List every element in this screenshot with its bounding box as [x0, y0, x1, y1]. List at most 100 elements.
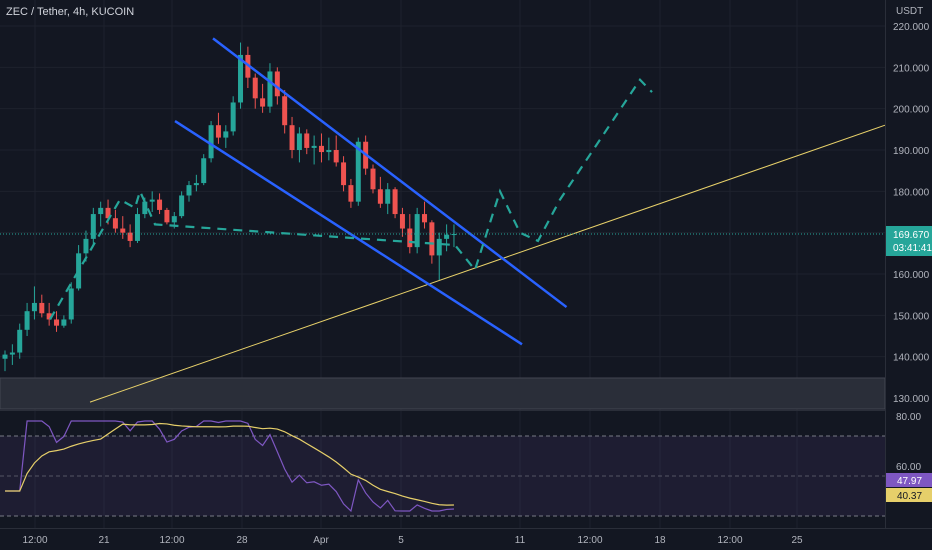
candle-body: [68, 288, 74, 320]
price-tick-label: 220.000: [893, 22, 930, 33]
candle-body: [149, 199, 155, 202]
candle-body: [326, 150, 332, 153]
rsi-value-tag: [886, 473, 932, 487]
candle-body: [422, 214, 428, 223]
candle-body: [230, 102, 236, 132]
rsi-ma-value: 40.37: [897, 491, 922, 502]
candle-body: [127, 232, 133, 241]
candle-body: [215, 125, 221, 138]
price-axis[interactable]: [885, 0, 932, 528]
candle-body: [24, 311, 30, 330]
price-tick-label: 210.000: [893, 63, 930, 74]
candle-body: [134, 214, 140, 241]
projected-path[interactable]: [49, 77, 653, 321]
rsi-value: 47.97: [897, 476, 922, 487]
candle-body: [61, 319, 67, 326]
candle-body: [17, 329, 23, 353]
candle-body: [296, 133, 302, 150]
last-price-tag: [886, 226, 932, 256]
time-label: Apr: [313, 535, 329, 546]
candle-body: [90, 214, 96, 239]
candle-body: [282, 96, 288, 126]
channel-upper-line[interactable]: [212, 37, 568, 309]
time-label: 12:00: [159, 535, 184, 546]
rsi-ticks: 80.00 60.00: [896, 412, 921, 473]
price-tick-label: 160.000: [893, 270, 930, 281]
time-label: 12:00: [577, 535, 602, 546]
candle-body: [348, 185, 354, 202]
candle-body: [31, 302, 37, 312]
last-price-value: 169.670: [893, 230, 930, 241]
currency-label: USDT: [896, 6, 923, 17]
time-label: 25: [791, 535, 803, 546]
candle-body: [333, 150, 339, 163]
time-label: 21: [98, 535, 110, 546]
time-label: 12:00: [717, 535, 742, 546]
price-tick-label: 150.000: [893, 311, 930, 322]
candle-body: [429, 222, 435, 256]
candle-body: [238, 54, 244, 103]
candle-body: [414, 214, 420, 248]
ascending-trendline[interactable]: [89, 124, 886, 403]
candle-body: [193, 183, 199, 186]
candle-body: [311, 145, 317, 148]
candle-body: [304, 133, 310, 148]
time-label: 11: [515, 535, 526, 546]
candle-body: [399, 214, 405, 229]
time-label: 5: [398, 535, 404, 546]
candle-body: [208, 125, 214, 159]
candle-body: [252, 77, 258, 99]
candle-body: [112, 218, 118, 229]
candle-body: [451, 234, 457, 236]
symbol-title[interactable]: ZEC / Tether, 4h, KUCOIN: [6, 6, 135, 18]
candle-body: [318, 145, 324, 153]
candle-body: [267, 71, 273, 107]
candle-body: [392, 189, 398, 215]
candle-body: [370, 168, 376, 190]
price-tick-label: 200.000: [893, 105, 930, 116]
candle-body: [164, 209, 170, 223]
candle-body: [444, 234, 450, 239]
time-labels: 12:00 21 12:00 28 Apr 5 11 12:00 18 12:00 25: [22, 535, 803, 546]
candle-body: [157, 199, 163, 210]
rsi-tick-label: 80.00: [896, 412, 921, 423]
candle-body: [54, 319, 60, 326]
candle-body: [407, 228, 413, 248]
price-tick-label: 140.000: [893, 353, 930, 364]
rsi-line: [5, 420, 454, 513]
price-tick-label: 130.000: [893, 394, 930, 405]
candle-body: [9, 352, 15, 355]
time-axis[interactable]: [0, 528, 932, 550]
candle-body: [289, 125, 295, 150]
candle-body: [39, 302, 45, 314]
time-label: 12:00: [22, 535, 47, 546]
support-zone[interactable]: [0, 377, 886, 410]
bar-countdown: 03:41:41: [893, 243, 932, 254]
candle-body: [2, 354, 8, 359]
candle-body: [385, 189, 391, 204]
candle-body: [179, 195, 185, 217]
channel-lower-line[interactable]: [174, 120, 523, 346]
rsi-ma-tag: [886, 488, 932, 502]
candle-body: [105, 207, 111, 219]
candle-body: [98, 207, 104, 215]
price-tick-label: 190.000: [893, 146, 930, 157]
candle-body: [377, 189, 383, 204]
price-tick-label: 180.000: [893, 187, 930, 198]
candle-body: [83, 238, 89, 254]
candle-body: [142, 201, 148, 215]
drawing-overlays[interactable]: [49, 37, 886, 403]
candle-body: [260, 98, 266, 107]
candle-body: [186, 185, 192, 196]
time-label: 28: [236, 535, 248, 546]
candle-body: [341, 162, 347, 186]
time-label: 18: [654, 535, 666, 546]
candle-body: [274, 71, 280, 97]
candle-body: [120, 228, 126, 233]
rsi-ma-line: [5, 422, 454, 506]
rsi-tick-label: 60.00: [896, 462, 921, 473]
candles-group: [2, 42, 457, 372]
candle-body: [223, 131, 229, 138]
candle-body: [355, 141, 361, 202]
